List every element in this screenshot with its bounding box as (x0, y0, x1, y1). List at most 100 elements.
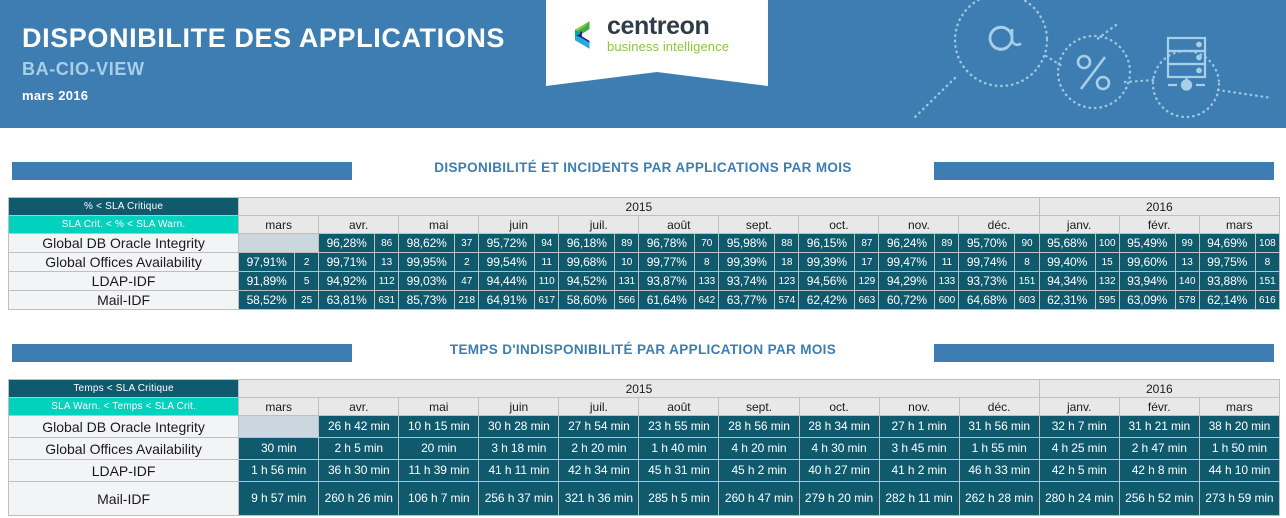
downtime-cell: 26 h 42 min (318, 415, 400, 438)
month-avr: avr. (318, 215, 400, 234)
month-oct: oct. (798, 215, 880, 234)
availability-pct-cell: 62,31% (1038, 290, 1096, 310)
downtime-cell: 4 h 20 min (718, 437, 800, 460)
availability-pct-cell: 94,92% (318, 271, 376, 291)
month-janv-t2: janv. (1038, 397, 1120, 416)
incident-count-cell: 89 (614, 233, 640, 253)
availability-pct-cell: 95,49% (1118, 233, 1176, 253)
availability-pct-cell: 62,14% (1198, 290, 1256, 310)
title-rule-left (12, 162, 352, 180)
incident-count-cell: 94 (534, 233, 560, 253)
application-name: Global Offices Availability (7, 252, 240, 272)
incident-count-cell: 88 (774, 233, 800, 253)
downtime-cell: 9 h 57 min (238, 481, 320, 516)
month-mars-2016-t2: mars (1198, 397, 1281, 416)
month-sept-t2: sept. (718, 397, 800, 416)
availability-pct-cell: 96,24% (878, 233, 936, 253)
incident-count-cell: 25 (294, 290, 320, 310)
availability-table-wrap: % < SLA Critique 2015 2016 SLA Crit. < %… (0, 197, 1286, 310)
centreon-c-logo-icon (575, 20, 590, 49)
downtime-cell: 260 h 26 min (318, 481, 400, 516)
downtime-cell: 38 h 20 min (1198, 415, 1281, 438)
incident-count-cell: 129 (854, 271, 880, 291)
availability-pct-cell: 60,72% (878, 290, 936, 310)
downtime-cell: 2 h 5 min (318, 437, 400, 460)
incident-count-cell: 18 (774, 252, 800, 272)
incident-count-cell: 86 (374, 233, 400, 253)
downtime-cell: 45 h 2 min (718, 459, 800, 482)
availability-pct-cell: 93,73% (958, 271, 1016, 291)
downtime-cell: 282 h 11 min (878, 481, 960, 516)
incident-count-cell: 132 (1094, 271, 1120, 291)
section-heading-1: DISPONIBILITÉ ET INCIDENTS PAR APPLICATI… (434, 160, 852, 175)
incident-count-cell: 11 (534, 252, 560, 272)
downtime-cell: 2 h 47 min (1118, 437, 1200, 460)
table-row: Global Offices Availability 97,91% 2 99,71%… (7, 252, 1281, 272)
section-title-downtime: TEMPS D'INDISPONIBILITÉ PAR APPLICATION … (0, 342, 1286, 366)
downtime-cell: 262 h 28 min (958, 481, 1040, 516)
availability-pct-cell: 99,54% (478, 252, 536, 272)
incident-count-cell: 8 (1014, 252, 1040, 272)
downtime-cell: 279 h 20 min (798, 481, 880, 516)
month-mars-2015-t2: mars (238, 397, 320, 416)
downtime-cell: 32 h 7 min (1038, 415, 1120, 438)
incident-count-cell: 574 (774, 290, 800, 310)
incident-count-cell: 133 (934, 271, 960, 291)
availability-pct-cell: 99,74% (958, 252, 1016, 272)
downtime-cell: 40 h 27 min (798, 459, 880, 482)
centreon-logo-tab: centreon business intelligence (546, 0, 768, 86)
downtime-cell: 3 h 45 min (878, 437, 960, 460)
incident-count-cell: 90 (1014, 233, 1040, 253)
incident-count-cell: 578 (1174, 290, 1200, 310)
table-row: Global DB Oracle Integrity 96,28% 86 98,62%… (7, 233, 1281, 253)
month-juil-t2: juil. (558, 397, 640, 416)
availability-pct-cell: 94,34% (1038, 271, 1096, 291)
table-row: Global DB Oracle Integrity 26 h 42 min 10 … (7, 415, 1281, 438)
availability-pct-cell: 99,39% (798, 252, 856, 272)
availability-pct-cell: 95,68% (1038, 233, 1096, 253)
month-header-row: SLA Crit. < % < SLA Warn. mars avr. mai … (7, 215, 1281, 234)
availability-table: % < SLA Critique 2015 2016 SLA Crit. < %… (7, 197, 1281, 310)
downtime-cell: 1 h 56 min (238, 459, 320, 482)
section-title-availability: DISPONIBILITÉ ET INCIDENTS PAR APPLICATI… (0, 160, 1286, 184)
availability-pct-cell: 97,91% (238, 252, 296, 272)
legend-warning-2: SLA Warn. < Temps < SLA Crit. (7, 397, 240, 416)
year-2015-t2: 2015 (238, 379, 1040, 398)
title-rule-left-2 (12, 344, 352, 362)
incident-count-cell: 13 (1174, 252, 1200, 272)
application-name: LDAP-IDF (7, 271, 240, 291)
incident-count-cell: 140 (1174, 271, 1200, 291)
availability-pct-cell: 99,77% (638, 252, 696, 272)
downtime-cell: 28 h 56 min (718, 415, 800, 438)
availability-pct-cell: 99,75% (1198, 252, 1256, 272)
downtime-cell: 30 h 28 min (478, 415, 560, 438)
percent-icon (1076, 54, 1111, 91)
page-header-banner: DISPONIBILITE DES APPLICATIONS BA-CIO-VI… (0, 0, 1286, 128)
incident-count-cell: 70 (694, 233, 720, 253)
logo-tagline: business intelligence (607, 39, 730, 54)
month-mars-2016: mars (1198, 215, 1281, 234)
month-janv: janv. (1038, 215, 1120, 234)
availability-pct-cell: 99,47% (878, 252, 936, 272)
incident-count-cell: 5 (294, 271, 320, 291)
availability-pct-cell: 58,52% (238, 290, 296, 310)
availability-pct-cell: 99,71% (318, 252, 376, 272)
logo-wordmark: centreon (607, 12, 710, 40)
incident-count-cell: 10 (614, 252, 640, 272)
downtime-cell: 42 h 5 min (1038, 459, 1120, 482)
month-avr-t2: avr. (318, 397, 400, 416)
incident-count-cell: 151 (1254, 271, 1281, 291)
month-oct-t2: oct. (798, 397, 880, 416)
month-mars-2015: mars (238, 215, 320, 234)
availability-pct-cell: 85,73% (398, 290, 456, 310)
downtime-cell: 321 h 36 min (558, 481, 640, 516)
downtime-cell: 23 h 55 min (638, 415, 720, 438)
incident-count-cell: 151 (1014, 271, 1040, 291)
downtime-cell: 44 h 10 min (1198, 459, 1281, 482)
incident-count-cell: 47 (454, 271, 480, 291)
downtime-cell: 273 h 59 min (1198, 481, 1281, 516)
downtime-cell: 28 h 34 min (798, 415, 880, 438)
downtime-table: Temps < SLA Critique 2015 2016 SLA Warn.… (7, 379, 1281, 516)
availability-pct-cell: 93,88% (1198, 271, 1256, 291)
downtime-cell: 20 min (398, 437, 480, 460)
